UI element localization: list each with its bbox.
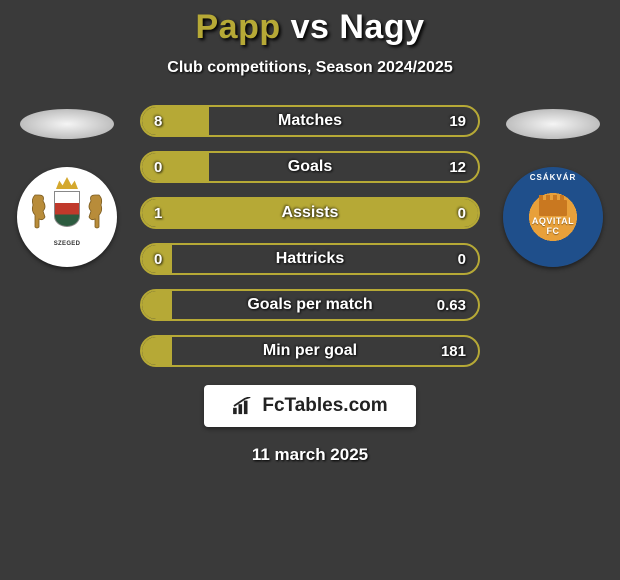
stat-value-right: 181 (441, 337, 466, 365)
right-column: CSÁKVÁR AQVITAL FC (498, 105, 608, 267)
footer-date: 11 march 2025 (252, 445, 368, 465)
chart-icon (232, 397, 254, 415)
stat-fill-left (142, 245, 172, 273)
stat-bar: Min per goal181 (140, 335, 480, 367)
stat-bar: 8Matches19 (140, 105, 480, 137)
stat-fill-left (142, 337, 172, 365)
page-title: Papp vs Nagy (196, 8, 425, 47)
stat-fill-left (142, 153, 209, 181)
title-player1: Papp (196, 8, 281, 46)
player1-club-badge: SZEGED (17, 167, 117, 267)
left-club-name: SZEGED (54, 241, 80, 247)
stats-column: 8Matches19 0Goals12 1Assists0 0Hattricks0 Go… (140, 105, 480, 367)
title-player2: Nagy (339, 8, 424, 46)
lion-left-icon (29, 191, 53, 231)
stat-value-right: 19 (449, 107, 466, 135)
stat-value-right: 0 (458, 245, 466, 273)
title-vs: vs (291, 8, 330, 46)
subtitle: Club competitions, Season 2024/2025 (167, 59, 452, 77)
stat-fill-left (142, 291, 172, 319)
stat-fill-left (142, 199, 478, 227)
stat-value-right: 12 (449, 153, 466, 181)
site-name: FcTables.com (262, 395, 387, 417)
player2-club-badge: CSÁKVÁR AQVITAL FC (503, 167, 603, 267)
lion-right-icon (81, 191, 105, 231)
stat-bar: 1Assists0 (140, 197, 480, 229)
stat-label: Min per goal (142, 337, 478, 365)
right-club-top-text: CSÁKVÁR (503, 173, 603, 182)
stat-value-right: 0.63 (437, 291, 466, 319)
right-club-name: AQVITAL FC (524, 216, 582, 236)
stat-fill-left (142, 107, 209, 135)
stat-bar: Goals per match0.63 (140, 289, 480, 321)
comparison-card: Papp vs Nagy Club competitions, Season 2… (0, 0, 620, 580)
stat-label: Hattricks (142, 245, 478, 273)
stat-bar: 0Hattricks0 (140, 243, 480, 275)
castle-icon (539, 200, 567, 216)
stat-bar: 0Goals12 (140, 151, 480, 183)
stat-label: Goals per match (142, 291, 478, 319)
crown-icon (56, 177, 78, 189)
left-column: SZEGED (12, 105, 122, 267)
site-logo: FcTables.com (204, 385, 415, 427)
shield-icon (54, 191, 80, 227)
player1-silhouette (20, 109, 114, 139)
player2-silhouette (506, 109, 600, 139)
main-row: SZEGED 8Matches19 0Goals12 1Assists0 0Hattr… (0, 105, 620, 367)
